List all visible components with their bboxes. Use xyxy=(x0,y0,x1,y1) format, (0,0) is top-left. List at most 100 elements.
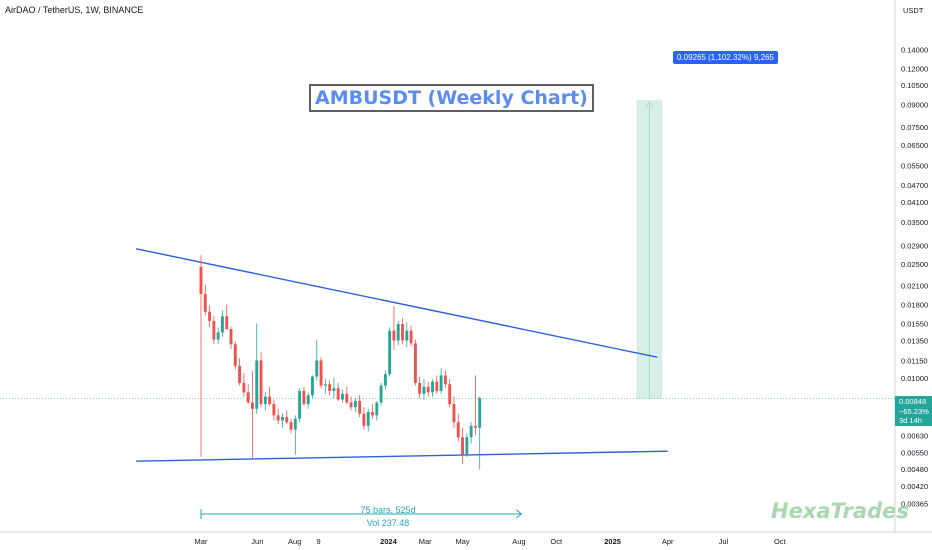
candle-body xyxy=(233,344,237,366)
candle-body xyxy=(332,388,336,391)
candle-body xyxy=(443,375,447,385)
candle-body xyxy=(225,316,229,330)
x-tick-label: May xyxy=(455,537,469,546)
y-tick-label: 0.02900 xyxy=(901,241,928,250)
candle-body xyxy=(328,384,332,391)
y-tick-label: 0.00480 xyxy=(901,465,928,474)
x-tick-label: 2025 xyxy=(604,537,621,546)
candle-body xyxy=(478,398,482,428)
candle-body xyxy=(388,330,392,375)
y-tick-label: 0.00420 xyxy=(901,482,928,491)
x-tick-label: Mar xyxy=(195,537,208,546)
candle-body xyxy=(452,404,456,423)
candle-body xyxy=(255,360,259,409)
candle-body xyxy=(276,415,280,421)
candle-body xyxy=(311,376,314,396)
candle-body xyxy=(216,332,220,340)
candle-body xyxy=(289,422,293,430)
candle-body xyxy=(422,386,426,394)
y-tick-label: 0.01800 xyxy=(901,301,928,310)
candle-body xyxy=(345,393,349,403)
candle-body xyxy=(306,395,310,405)
target-label: 0.09265 (1,102.32%) 9,265 xyxy=(673,51,778,64)
last-price-value: 0.00848 xyxy=(899,397,927,406)
candle-body xyxy=(323,384,327,386)
candle-body xyxy=(293,418,297,430)
candle-body xyxy=(212,320,216,340)
candle-body xyxy=(199,266,203,295)
candle-body xyxy=(461,437,464,455)
candle-body xyxy=(272,404,276,416)
candle-body xyxy=(251,402,254,409)
y-tick-label: 0.07500 xyxy=(901,123,928,132)
y-tick-label: 0.01550 xyxy=(901,319,928,328)
x-tick-label: Mar xyxy=(419,537,432,546)
y-tick-label: 0.05500 xyxy=(901,162,928,171)
candle-body xyxy=(383,374,387,386)
y-tick-label: 0.01350 xyxy=(901,336,928,345)
y-tick-label: 0.09000 xyxy=(901,100,928,109)
candle-body xyxy=(238,365,242,383)
candle-body xyxy=(469,425,473,438)
candle-body xyxy=(362,413,366,426)
candle-body xyxy=(392,330,396,341)
y-tick-label: 0.01000 xyxy=(901,374,928,383)
y-tick-label: 0.02100 xyxy=(901,281,928,290)
candle-body xyxy=(409,330,413,344)
y-tick-label: 0.01150 xyxy=(901,356,928,365)
candle-body xyxy=(401,324,404,341)
measure-bars-label: 75 bars, 525d xyxy=(360,505,416,515)
y-tick-label: 0.14000 xyxy=(901,45,928,54)
candle-body xyxy=(259,360,263,405)
candle-body xyxy=(349,402,353,408)
candle-body xyxy=(208,311,212,321)
candle-body xyxy=(371,412,374,416)
x-tick-label: Aug xyxy=(288,537,301,546)
candle-body xyxy=(302,390,306,405)
candle-body xyxy=(246,392,250,403)
candle-body xyxy=(379,385,383,403)
x-tick-label: Apr xyxy=(662,537,674,546)
candle-body xyxy=(220,316,224,333)
y-axis-unit: USDT xyxy=(903,6,924,15)
candle-body xyxy=(375,402,379,416)
y-tick-label: 0.10500 xyxy=(901,81,928,90)
candle-body xyxy=(353,401,357,408)
target-arrow-head xyxy=(645,100,654,108)
candle-body xyxy=(319,360,323,386)
trendline-support xyxy=(136,450,668,462)
x-tick-label: Jun xyxy=(251,537,263,546)
last-price-tag: 0.00848 −65.23% 3d 14h xyxy=(895,396,932,426)
candle-body xyxy=(435,381,439,391)
y-tick-label: 0.06500 xyxy=(901,141,928,150)
candle-body xyxy=(203,294,207,312)
bar-countdown: 3d 14h xyxy=(899,416,922,425)
candle-body xyxy=(405,330,409,341)
trendline-resistance xyxy=(135,248,658,358)
candle-body xyxy=(456,422,460,438)
y-tick-label: 0.04700 xyxy=(901,181,928,190)
candle-body xyxy=(396,324,400,341)
last-price-change: −65.23% xyxy=(899,406,929,416)
candle-body xyxy=(285,417,289,423)
symbol-header: AirDAO / TetherUS, 1W, BINANCE xyxy=(5,5,144,15)
candle-body xyxy=(448,384,452,405)
y-tick-label: 0.00550 xyxy=(901,448,928,457)
y-tick-label: 0.04100 xyxy=(901,198,928,207)
candle-body xyxy=(268,396,272,405)
measure-arrow-head xyxy=(516,509,523,519)
watermark: HexaTrades xyxy=(771,499,909,523)
candle-body xyxy=(358,401,362,414)
candle-body xyxy=(413,343,417,383)
x-tick-label: 2024 xyxy=(380,537,398,546)
y-tick-label: 0.00365 xyxy=(901,499,928,508)
candle-body xyxy=(336,388,340,400)
x-tick-label: Jul xyxy=(719,537,729,546)
candle-body xyxy=(418,382,422,394)
chart-title: AMBUSDT (Weekly Chart) xyxy=(309,84,594,112)
candle-body xyxy=(281,417,284,421)
x-tick-label: Aug xyxy=(512,537,525,546)
candle-body xyxy=(431,381,434,393)
candle-body xyxy=(242,382,246,393)
